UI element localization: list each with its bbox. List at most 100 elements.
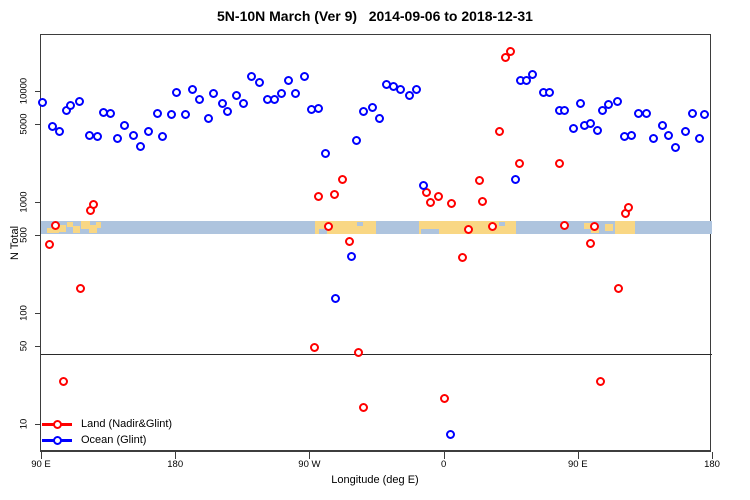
- legend-item-ocean: Ocean (Glint): [42, 432, 172, 448]
- land-data-point: [337, 175, 347, 185]
- ocean-data-point: [510, 174, 520, 184]
- ocean-data-point: [321, 148, 331, 158]
- ocean-data-point: [120, 121, 130, 131]
- y-tick: [35, 124, 41, 126]
- band-land-patch: [47, 228, 59, 233]
- land-data-point: [514, 159, 524, 169]
- legend: Land (Nadir&Glint) Ocean (Glint): [42, 416, 172, 448]
- y-tick-label: 1000: [18, 191, 30, 213]
- land-data-point: [434, 191, 444, 201]
- ocean-data-point: [209, 89, 219, 99]
- legend-label-ocean: Ocean (Glint): [81, 434, 147, 446]
- ocean-marker-icon: [42, 435, 72, 445]
- x-tick-label: 180: [704, 459, 720, 470]
- ocean-data-point: [649, 133, 659, 143]
- x-tick: [41, 452, 42, 459]
- ocean-data-point: [598, 106, 608, 116]
- land-data-point: [329, 189, 339, 199]
- ocean-data-point: [374, 113, 384, 123]
- y-tick: [35, 202, 41, 203]
- y-tick-label: 10: [18, 418, 30, 430]
- ocean-data-point: [694, 133, 704, 143]
- land-data-point: [464, 225, 474, 235]
- ocean-data-point: [66, 101, 76, 111]
- ocean-data-point: [592, 125, 602, 135]
- x-tick: [712, 452, 713, 459]
- ocean-data-point: [203, 113, 213, 123]
- land-data-point: [500, 52, 510, 62]
- land-data-point: [478, 196, 488, 206]
- x-tick: [577, 452, 579, 459]
- ocean-data-point: [359, 107, 369, 117]
- ocean-data-point: [568, 124, 578, 134]
- ocean-data-point: [528, 70, 538, 80]
- ocean-data-point: [576, 99, 586, 109]
- band-ocean-patch: [421, 229, 439, 234]
- y-tick: [35, 313, 41, 314]
- chart-title: 5N-10N March (Ver 9) 2014-09-06 to 2018-…: [217, 8, 533, 24]
- x-tick: [175, 452, 177, 459]
- ocean-data-point: [522, 75, 532, 85]
- land-data-point: [494, 127, 504, 137]
- plot-area: N Total Land (Nadir&Glint) Ocean (Glint)…: [9, 34, 720, 470]
- y-tick-label: 50: [18, 341, 30, 352]
- land-data-point: [314, 191, 324, 201]
- ocean-data-point: [128, 130, 138, 140]
- ocean-data-point: [277, 89, 287, 99]
- land-data-point: [89, 200, 99, 210]
- land-data-point: [421, 188, 431, 198]
- land-marker-icon: [42, 419, 72, 429]
- x-tick: [443, 452, 445, 459]
- ocean-data-point: [634, 109, 644, 119]
- band-ocean-patch: [319, 229, 327, 234]
- band-land-patch: [89, 225, 97, 233]
- land-data-point: [596, 377, 606, 387]
- ocean-data-point: [172, 87, 182, 97]
- ocean-data-point: [166, 110, 176, 120]
- land-data-point: [353, 348, 363, 358]
- ocean-data-point: [700, 110, 710, 120]
- ocean-data-point: [396, 85, 406, 95]
- ocean-data-point: [254, 77, 264, 87]
- latitude-band-map: [41, 221, 712, 234]
- ocean-data-point: [445, 430, 455, 440]
- x-tick: [309, 452, 311, 459]
- ocean-data-point: [658, 121, 668, 131]
- ocean-data-point: [331, 294, 341, 304]
- x-tick-label: 0: [440, 459, 447, 470]
- ocean-data-point: [61, 105, 71, 115]
- ocean-data-point: [74, 97, 84, 107]
- ocean-data-point: [411, 85, 421, 95]
- ocean-data-point: [680, 126, 690, 136]
- ocean-data-point: [367, 102, 377, 112]
- ocean-data-point: [152, 109, 162, 119]
- ocean-data-point: [92, 131, 102, 141]
- ocean-data-point: [38, 98, 48, 108]
- ocean-data-point: [688, 109, 698, 119]
- ocean-data-point: [232, 90, 242, 100]
- ocean-data-point: [180, 110, 190, 120]
- ocean-data-point: [612, 97, 622, 107]
- ocean-data-point: [642, 109, 652, 119]
- land-data-point: [439, 393, 449, 403]
- y-tick-label: 10000: [18, 77, 30, 105]
- land-data-point: [624, 203, 634, 213]
- land-data-point: [344, 237, 354, 247]
- y-tick: [35, 346, 41, 348]
- band-land-patch: [73, 226, 80, 233]
- land-data-point: [487, 222, 497, 232]
- ocean-data-point: [671, 143, 681, 153]
- ocean-data-point: [544, 88, 554, 98]
- land-data-point: [324, 222, 334, 232]
- band-ocean-patch: [357, 222, 363, 226]
- ocean-data-point: [187, 84, 197, 94]
- ocean-data-point: [560, 105, 570, 115]
- ocean-data-point: [418, 180, 428, 190]
- band-land-patch: [59, 225, 66, 232]
- ocean-data-point: [105, 109, 115, 119]
- y-tick-label: 5000: [18, 113, 30, 135]
- ocean-data-point: [604, 100, 614, 110]
- land-data-point: [559, 221, 569, 231]
- ocean-data-point: [299, 72, 309, 82]
